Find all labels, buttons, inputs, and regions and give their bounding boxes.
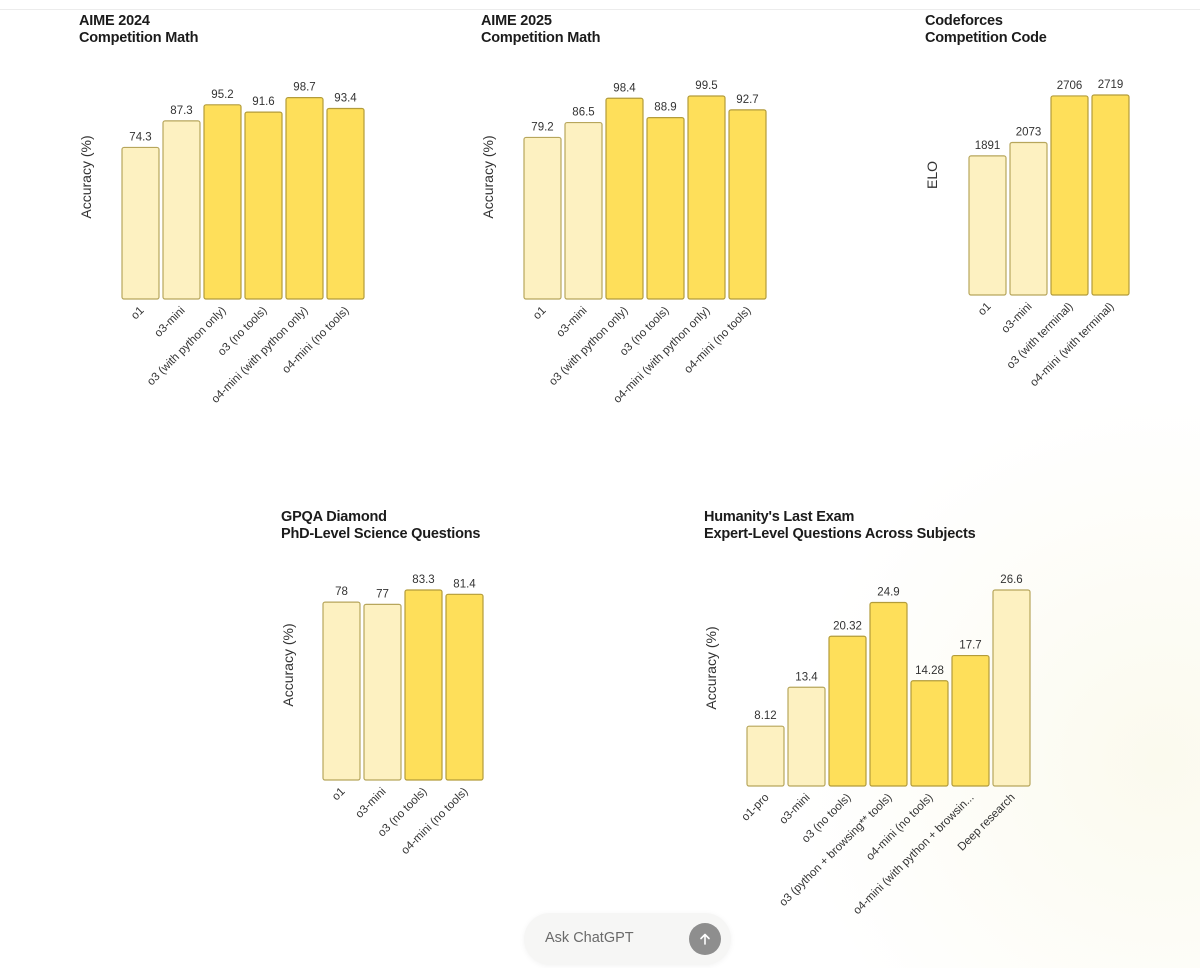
data-label: 1891: [975, 140, 1001, 152]
chart-title-main: AIME 2025: [481, 13, 552, 29]
send-button[interactable]: [689, 923, 721, 955]
data-label: 14.28: [915, 665, 944, 677]
data-label: 2706: [1057, 80, 1083, 92]
tick-label: o3-mini: [152, 305, 187, 340]
bar: [445, 593, 484, 781]
bar: [828, 635, 867, 787]
chart-title-main: AIME 2024: [79, 13, 150, 29]
data-label: 93.4: [334, 92, 357, 104]
data-label: 17.7: [959, 640, 981, 652]
chart-subtitle: Competition Math: [481, 30, 601, 46]
bar: [746, 725, 785, 787]
data-label: 79.2: [531, 121, 553, 133]
bar: [1091, 94, 1130, 296]
tick-label: o3-mini: [777, 792, 812, 827]
tick-label: o1-pro: [740, 792, 772, 824]
bar: [1009, 141, 1048, 296]
chart-title: AIME 2025 Competition Math: [481, 13, 600, 47]
top-divider: [0, 9, 1200, 10]
y-axis-label: ELO: [924, 161, 940, 189]
bar: [285, 97, 324, 300]
data-label: 88.9: [654, 102, 676, 114]
bar: [951, 654, 990, 787]
data-label: 91.6: [252, 96, 274, 108]
chart-title: AIME 2024 Competition Math: [79, 13, 198, 47]
chart-subtitle: PhD-Level Science Questions: [281, 526, 481, 542]
chat-input-box[interactable]: Ask ChatGPT: [524, 913, 731, 965]
bar: [244, 111, 283, 300]
chart-title: GPQA Diamond PhD-Level Science Questions: [281, 509, 480, 543]
data-label: 2073: [1016, 127, 1042, 139]
chart-subtitle: Competition Math: [79, 30, 199, 46]
data-label: 81.4: [453, 578, 476, 590]
data-label: 20.32: [833, 620, 862, 632]
y-axis-label: Accuracy (%): [78, 135, 94, 218]
tick-label: o1: [330, 786, 348, 804]
bar: [910, 680, 949, 787]
chat-input-placeholder[interactable]: Ask ChatGPT: [545, 930, 634, 946]
bar: [404, 589, 443, 781]
bar: [322, 601, 361, 781]
chart-title: Codeforces Competition Code: [925, 13, 1047, 47]
y-axis-label: Accuracy (%): [703, 626, 719, 709]
bar: [992, 589, 1031, 787]
tick-label: o1: [976, 301, 994, 319]
data-label: 87.3: [170, 105, 192, 117]
data-label: 99.5: [695, 80, 717, 92]
bar: [869, 601, 908, 787]
data-label: 98.7: [293, 82, 315, 94]
bar: [162, 120, 201, 300]
chart-subtitle: Expert-Level Questions Across Subjects: [704, 526, 976, 542]
bar: [121, 146, 160, 300]
tick-label: o3-mini: [353, 786, 388, 821]
bar: [646, 117, 685, 300]
tick-label: o3-mini: [999, 301, 1034, 336]
data-label: 77: [376, 588, 389, 600]
bar: [363, 603, 402, 781]
y-axis-label: Accuracy (%): [480, 135, 496, 218]
data-label: 26.6: [1000, 574, 1022, 586]
bar: [968, 155, 1007, 296]
tick-label: o3-mini: [554, 305, 589, 340]
data-label: 8.12: [754, 710, 776, 722]
tick-label: o3 (with python only): [145, 305, 229, 389]
tick-label: o1: [129, 305, 147, 323]
bar: [203, 104, 242, 300]
chart-subtitle: Competition Code: [925, 30, 1047, 46]
chart-title-main: GPQA Diamond: [281, 509, 387, 525]
bar: [523, 136, 562, 300]
data-label: 95.2: [211, 89, 233, 101]
bar: [687, 95, 726, 300]
chart-title-main: Codeforces: [925, 13, 1003, 29]
data-label: 78: [335, 586, 348, 598]
chart-title: Humanity's Last Exam Expert-Level Questi…: [704, 509, 976, 543]
arrow-up-icon: [700, 933, 710, 945]
data-label: 98.4: [613, 82, 636, 94]
tick-label: o1: [531, 305, 549, 323]
data-label: 2719: [1098, 79, 1124, 91]
data-label: 13.4: [795, 671, 818, 683]
tick-label: o4-mini (with terminal): [1028, 301, 1117, 390]
data-label: 86.5: [572, 107, 594, 119]
data-label: 92.7: [736, 94, 758, 106]
bar: [605, 97, 644, 300]
bar: [564, 121, 603, 300]
bar: [326, 107, 365, 300]
bar: [787, 686, 826, 787]
bar: [728, 109, 767, 300]
chart-plot: 8.12 13.4 20.32 24.9 14.28 17.7 26.6 o1-pro o3-m…: [703, 574, 1031, 917]
bar: [1050, 95, 1089, 296]
data-label: 83.3: [412, 574, 434, 586]
tick-label: o3 (with python only): [547, 305, 631, 389]
data-label: 74.3: [129, 131, 151, 143]
chart-title-main: Humanity's Last Exam: [704, 509, 855, 525]
y-axis-label: Accuracy (%): [280, 623, 296, 706]
data-label: 24.9: [877, 587, 899, 599]
